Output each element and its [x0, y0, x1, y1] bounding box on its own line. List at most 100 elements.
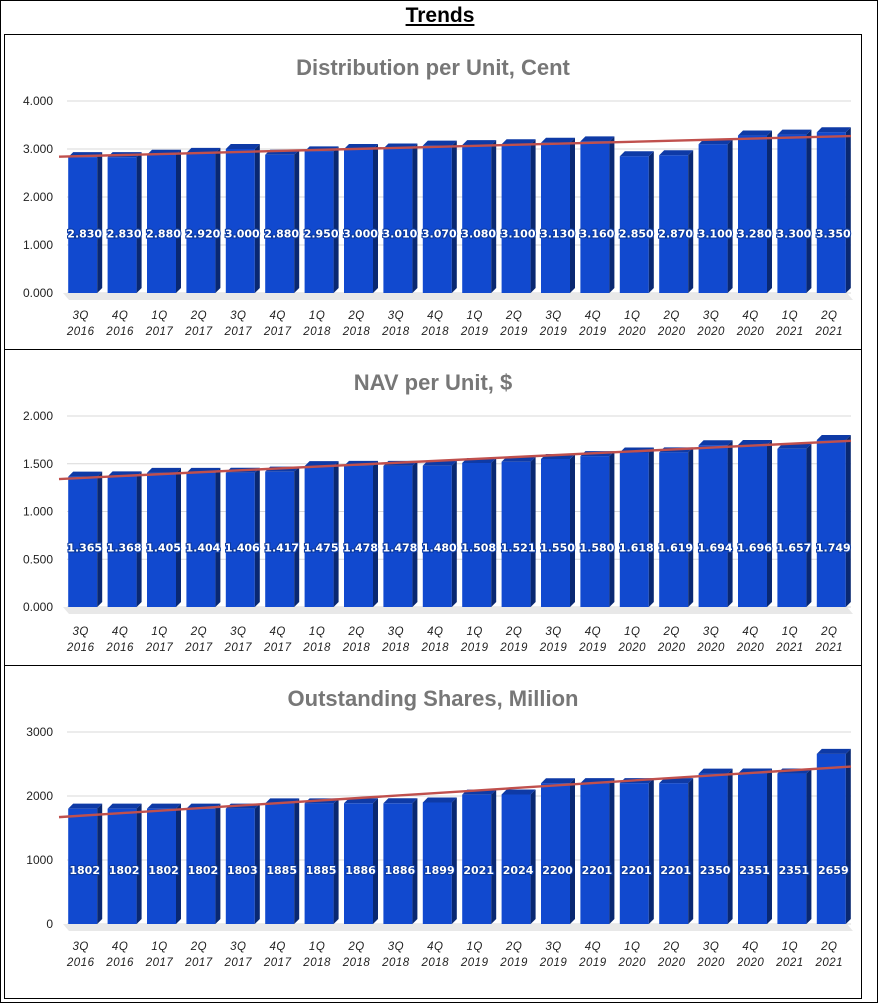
- bar-front: [383, 465, 413, 607]
- bar-top: [816, 748, 851, 754]
- bar: [383, 460, 418, 607]
- bar: [186, 147, 221, 293]
- data-label: 1803: [227, 864, 258, 877]
- bar-top: [738, 440, 772, 446]
- bar-front: [816, 753, 846, 924]
- bar-front: [580, 141, 610, 293]
- bar-side: [688, 447, 694, 607]
- x-tick-quarter: 1Q: [151, 626, 167, 638]
- x-tick-quarter: 1Q: [467, 941, 483, 953]
- bar: [383, 798, 418, 924]
- bar: [68, 471, 103, 607]
- bar-front: [659, 783, 689, 924]
- data-label: 1.749: [816, 542, 851, 555]
- bar-top: [501, 789, 536, 795]
- x-tick-year: 2018: [342, 957, 371, 969]
- bar: [816, 127, 851, 293]
- bar-front: [541, 142, 570, 293]
- data-label: 1.478: [343, 542, 378, 555]
- data-label: 1.417: [264, 542, 299, 555]
- bar-front: [186, 152, 216, 293]
- data-label: 3.280: [737, 227, 772, 240]
- bar: [541, 778, 575, 924]
- bar-side: [373, 460, 378, 607]
- y-tick-label: 2.000: [23, 190, 53, 204]
- x-tick-quarter: 2Q: [505, 310, 522, 322]
- x-tick-year: 2018: [381, 642, 410, 654]
- x-tick-year: 2019: [578, 326, 607, 338]
- bar-side: [570, 137, 575, 293]
- bar-side: [451, 797, 457, 924]
- x-tick-year: 2020: [657, 642, 686, 654]
- bar: [738, 440, 772, 607]
- bar-front: [659, 155, 689, 293]
- data-label: 1.368: [107, 542, 142, 555]
- x-tick-quarter: 3Q: [545, 626, 561, 638]
- x-tick-quarter: 2Q: [663, 310, 680, 322]
- bar-side: [845, 748, 851, 924]
- bar-front: [68, 476, 98, 607]
- bar-top: [501, 139, 536, 145]
- x-tick-year: 2019: [499, 326, 528, 338]
- bar-front: [68, 157, 98, 293]
- bar-top: [107, 803, 142, 809]
- x-tick-quarter: 3Q: [230, 310, 246, 322]
- x-tick-quarter: 4Q: [112, 310, 128, 322]
- data-label: 3.070: [422, 227, 457, 240]
- x-tick-quarter: 1Q: [782, 626, 798, 638]
- bar: [777, 443, 812, 607]
- x-tick-quarter: 4Q: [585, 310, 601, 322]
- bar-side: [767, 440, 772, 607]
- x-tick-quarter: 1Q: [467, 626, 483, 638]
- bar-side: [215, 803, 221, 924]
- y-tick-label: 2.000: [23, 409, 53, 423]
- x-tick-year: 2017: [263, 326, 292, 338]
- bar-side: [609, 778, 615, 924]
- x-tick-year: 2016: [105, 957, 134, 969]
- bar-front: [698, 773, 728, 924]
- bar-side: [176, 803, 181, 924]
- bar-front: [816, 132, 846, 293]
- bar-front: [186, 808, 216, 924]
- data-label: 2024: [503, 864, 534, 877]
- bar-side: [412, 798, 418, 924]
- x-tick-year: 2019: [499, 957, 528, 969]
- x-tick-quarter: 4Q: [742, 310, 758, 322]
- bar-side: [215, 147, 221, 293]
- bar-front: [580, 456, 610, 607]
- x-tick-year: 2021: [815, 642, 844, 654]
- data-label: 2350: [700, 864, 731, 877]
- bar-front: [68, 808, 98, 924]
- bar: [383, 143, 418, 293]
- y-tick-label: 0.000: [23, 600, 53, 614]
- bar-top: [68, 803, 103, 809]
- x-tick-quarter: 2Q: [505, 626, 522, 638]
- data-label: 1899: [424, 864, 455, 877]
- bar-side: [333, 461, 339, 607]
- x-tick-year: 2017: [145, 957, 174, 969]
- bar-front: [777, 448, 807, 607]
- data-label: 3.300: [777, 227, 812, 240]
- bar: [147, 803, 181, 924]
- x-tick-year: 2017: [224, 642, 253, 654]
- data-label: 1885: [266, 864, 297, 877]
- bar-side: [570, 453, 575, 607]
- x-tick-quarter: 2Q: [190, 626, 207, 638]
- bar-top: [777, 129, 812, 135]
- x-tick-quarter: 3Q: [703, 941, 719, 953]
- bar: [541, 453, 575, 607]
- bar-side: [727, 139, 733, 293]
- bar-top: [619, 151, 654, 157]
- x-tick-year: 2017: [263, 957, 292, 969]
- data-label: 1886: [345, 864, 376, 877]
- bar: [580, 778, 615, 924]
- trendline: [58, 765, 852, 819]
- bar: [619, 447, 654, 607]
- x-tick-year: 2021: [775, 957, 804, 969]
- bar-front: [265, 471, 295, 607]
- x-tick-quarter: 1Q: [151, 941, 167, 953]
- data-label: 2.870: [658, 227, 693, 240]
- bar: [777, 768, 812, 924]
- x-tick-quarter: 2Q: [820, 310, 837, 322]
- x-tick-quarter: 1Q: [309, 626, 325, 638]
